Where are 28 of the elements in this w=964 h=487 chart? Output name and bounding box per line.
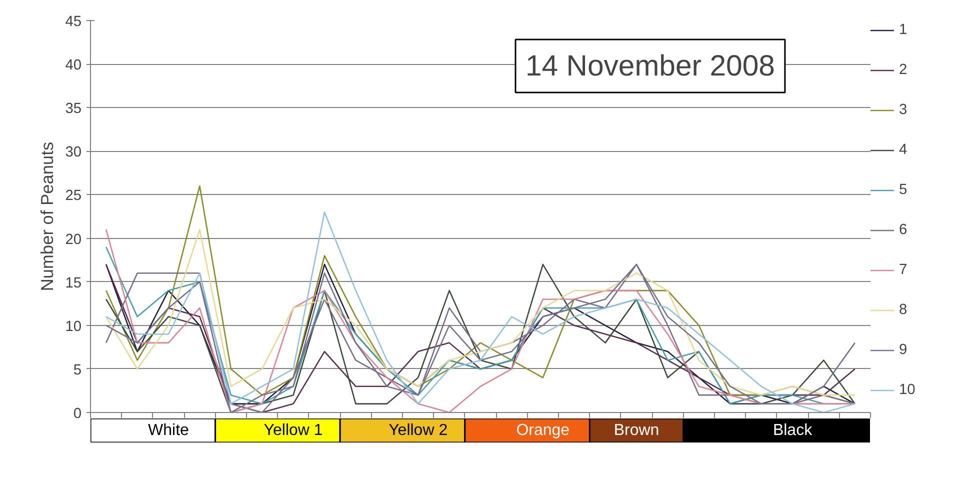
y-tick-label: 15	[65, 275, 82, 292]
text: 14 November 2008	[526, 50, 775, 82]
legend-label: 3	[899, 102, 908, 118]
legend-label: 5	[899, 182, 908, 198]
x-tick-label: Brown	[614, 422, 660, 439]
legend-label: 1	[899, 22, 908, 38]
y-tick-label: 5	[73, 362, 82, 378]
y-tick-label: 0	[73, 406, 82, 422]
legend-label: 10	[899, 382, 916, 398]
legend-label: 9	[899, 342, 908, 358]
x-tick-label: Black	[772, 422, 814, 439]
y-tick-label: 35	[65, 101, 82, 118]
y-tick-label: 10	[65, 318, 82, 335]
legend-label: 2	[899, 62, 908, 78]
legend-label: 8	[899, 302, 908, 318]
x-tick-label: Orange	[516, 422, 570, 439]
legend-label: 6	[899, 222, 908, 238]
legend-label: 4	[899, 142, 908, 158]
y-axis-title: Number of Peanuts	[37, 142, 58, 292]
y-tick-label: 40	[65, 58, 82, 74]
y-tick-label: 20	[65, 232, 82, 248]
y-tick-label: 45	[65, 14, 82, 30]
x-tick-label: Yellow 2	[388, 422, 448, 439]
y-tick-label: 25	[65, 188, 82, 204]
x-tick-label: White	[148, 422, 190, 439]
y-tick-label: 30	[65, 144, 82, 161]
x-tick-label: Yellow 1	[264, 422, 323, 439]
legend-label: 7	[899, 262, 908, 278]
